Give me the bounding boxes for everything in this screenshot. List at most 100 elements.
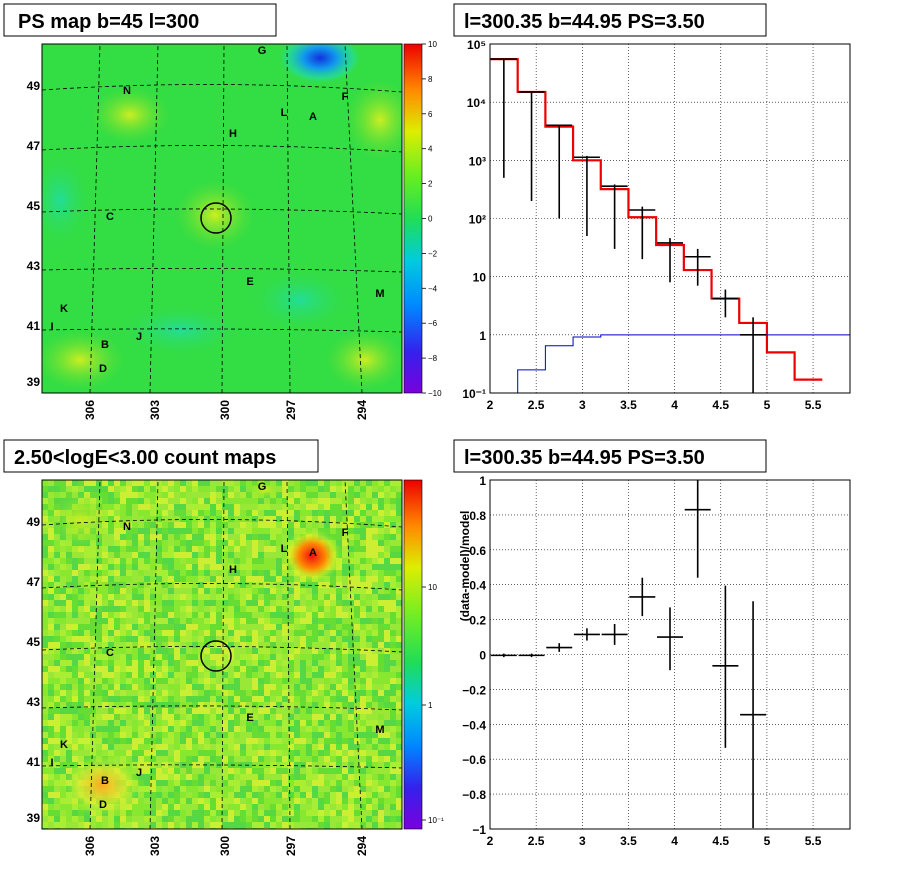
- ps-source-letter: F: [342, 91, 349, 103]
- spectrum-data-point: [518, 91, 545, 201]
- count-lat-label: 39: [27, 811, 41, 825]
- ps-map-title-box: PS map b=45 l=300: [3, 3, 277, 37]
- ps-lon-label: 300: [218, 400, 232, 420]
- residual-y-tick: 0.2: [469, 614, 486, 628]
- count-lat-label: 45: [27, 635, 41, 649]
- residual-x-tick: 4: [671, 834, 678, 848]
- count-source-letter: C: [106, 647, 114, 659]
- spectrum-data-point: [629, 206, 656, 260]
- spectrum-data-point: [490, 58, 517, 178]
- spectrum-y-tick: 1: [479, 329, 486, 343]
- spectrum-title: l=300.35 b=44.95 PS=3.50: [464, 11, 705, 33]
- residual-x-tick: 5: [764, 834, 771, 848]
- residual-y-tick: −1: [472, 823, 486, 837]
- ps-source-letter: J: [136, 331, 142, 343]
- ps-palette-label: 2: [428, 180, 433, 189]
- ps-map-texture: [42, 44, 402, 390]
- spectrum-y-tick: 10⁻¹: [462, 387, 486, 401]
- residual-x-tick: 4.5: [712, 834, 729, 848]
- residual-x-tick: 5.5: [805, 834, 822, 848]
- spectrum-y-tick: 10⁵: [467, 38, 486, 52]
- ps-palette-label: −10: [428, 389, 442, 398]
- spectrum-frame: [489, 43, 851, 394]
- count-lon-label: 306: [83, 836, 97, 856]
- residual-data-point: [546, 643, 573, 652]
- residual-tick-labels: 2 2.5 3 3.5 4 4.5 5 5.5 −1 −0.8 −0.6 −0.4 −0.2 0 0.2 0.…: [462, 474, 821, 848]
- spectrum-data-point: [712, 289, 739, 318]
- count-map-title: 2.50<logE<3.00 count maps: [14, 447, 276, 469]
- ps-source-letter: L: [281, 107, 288, 119]
- ps-source-letter: E: [246, 276, 253, 288]
- count-source-letter: F: [342, 527, 349, 539]
- residual-data-point: [629, 577, 656, 617]
- count-lon-label: 297: [284, 836, 298, 856]
- count-target-circle: [200, 640, 232, 672]
- spectrum-title-box: l=300.35 b=44.95 PS=3.50: [453, 3, 767, 37]
- spectrum-data-point: [573, 155, 600, 237]
- spectrum-panel: 2 2.5 3 3.5 4 4.5 5 5.5 10⁻¹ 1 10 10² 10³ 10⁴ 10⁵: [462, 38, 851, 412]
- count-source-letter: N: [123, 521, 131, 533]
- count-palette-label: 10: [428, 583, 437, 592]
- residual-data-point: [601, 623, 628, 645]
- count-source-letter: J: [136, 767, 142, 779]
- count-lat-label: 41: [27, 755, 41, 769]
- ps-palette-label: −4: [428, 284, 438, 293]
- spectrum-x-tick: 2.5: [528, 398, 545, 412]
- spectrum-y-tick: 10⁴: [467, 96, 486, 110]
- ps-lat-label: 41: [27, 319, 41, 333]
- ps-lat-label: 45: [27, 199, 41, 213]
- ps-source-letter: N: [123, 85, 131, 97]
- ps-source-letter: I: [50, 321, 53, 333]
- count-map-frame: [41, 479, 403, 830]
- residual-y-tick: −0.2: [462, 683, 486, 697]
- ps-lon-labels: 306 303 300 297 294: [83, 400, 369, 420]
- ps-source-letter: G: [258, 45, 267, 57]
- ps-map-frame: [41, 43, 403, 394]
- residual-ylabel: (data-model)/model: [458, 511, 472, 622]
- residual-data-point: [573, 628, 600, 641]
- ps-palette-label: 0: [428, 215, 433, 224]
- ps-source-letter: M: [375, 288, 384, 300]
- spectrum-x-tick: 5.5: [805, 398, 822, 412]
- spectrum-data-point: [684, 248, 711, 286]
- ps-palette-label: 10: [428, 40, 437, 49]
- residual-title: l=300.35 b=44.95 PS=3.50: [464, 447, 705, 469]
- ps-lat-label: 39: [27, 375, 41, 389]
- residual-data-point: [518, 653, 545, 658]
- ps-source-letter: K: [60, 303, 68, 315]
- spectrum-y-tick: 10³: [469, 154, 486, 168]
- count-source-letter: D: [99, 799, 107, 811]
- count-lat-labels: 49 47 45 43 41 39: [27, 515, 41, 825]
- count-source-letter: L: [281, 543, 288, 555]
- count-source-letter: M: [375, 724, 384, 736]
- residual-y-tick: 0.6: [469, 544, 486, 558]
- count-source-letter: G: [258, 481, 267, 493]
- ps-source-letter: D: [99, 363, 107, 375]
- residual-y-tick: −0.6: [462, 753, 486, 767]
- ps-palette-bar: [404, 44, 422, 393]
- spectrum-data-point: [601, 184, 628, 249]
- ps-lat-label: 47: [27, 139, 41, 153]
- spectrum-y-tick: 10: [473, 271, 487, 285]
- spectrum-background-line: [490, 334, 850, 393]
- spectrum-model-line: [490, 58, 823, 381]
- spectrum-data-point: [657, 238, 683, 283]
- ps-lat-label: 43: [27, 259, 41, 273]
- ps-palette-label: −6: [428, 319, 438, 328]
- spectrum-x-tick: 4: [671, 398, 678, 412]
- count-lat-label: 47: [27, 575, 41, 589]
- residual-x-tick: 2.5: [528, 834, 545, 848]
- residual-y-tick: −0.4: [462, 718, 486, 732]
- residual-x-tick: 3.5: [620, 834, 637, 848]
- residual-data-point: [684, 480, 711, 578]
- residual-y-tick: 1: [479, 474, 486, 488]
- ps-palette-label: 8: [428, 75, 433, 84]
- count-source-letter: I: [50, 757, 53, 769]
- count-source-letters: G N L A F H C E M KI J BD: [50, 481, 384, 811]
- ps-source-letters: G N L A F H C E M KI J BD: [50, 45, 384, 375]
- residual-data-point: [740, 601, 767, 829]
- ps-palette-label: −2: [428, 249, 438, 258]
- residual-data-point: [490, 653, 517, 658]
